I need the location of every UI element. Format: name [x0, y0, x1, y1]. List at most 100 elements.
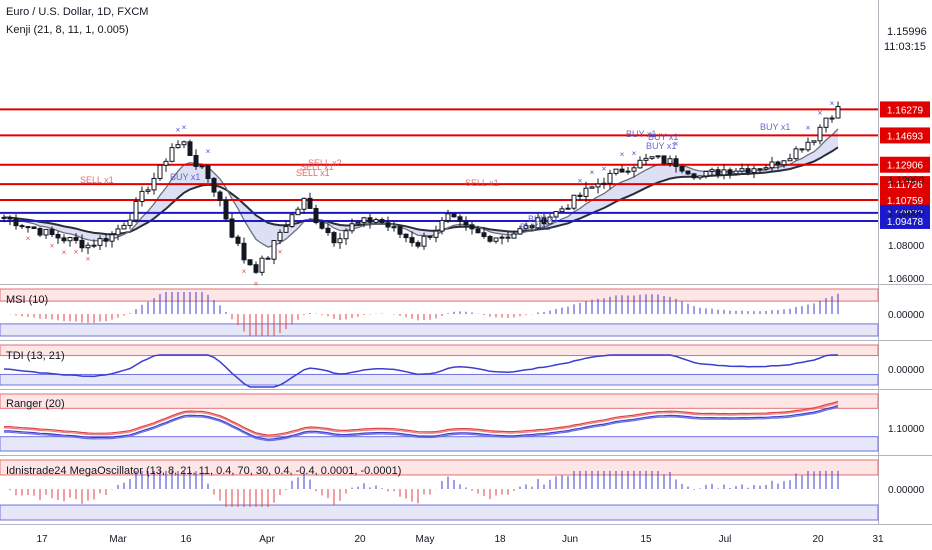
candle-body: [523, 225, 529, 230]
signal-label: BUY x1: [648, 132, 678, 142]
candle-body: [397, 226, 403, 235]
candle-body: [373, 219, 379, 223]
candle-body: [625, 170, 631, 173]
candle-body: [205, 165, 211, 179]
signal-label: BUY x1: [520, 222, 550, 232]
candle-body: [193, 155, 199, 167]
candle-body: [619, 168, 625, 173]
candle-body: [301, 197, 307, 210]
signal-label: BUY x1: [528, 214, 558, 224]
candle-body: [511, 233, 517, 239]
candle-body: [19, 225, 25, 228]
candle-body: [439, 219, 445, 232]
candle-body: [367, 217, 373, 223]
tdi-y-tick: 0.00000: [888, 365, 925, 376]
candle-body: [307, 197, 313, 209]
candle-body: [805, 141, 811, 151]
candle-body: [655, 155, 661, 158]
candle-body: [391, 226, 397, 229]
msi-lower-band: [0, 323, 879, 337]
candle-body: [355, 221, 361, 225]
candle-body: [421, 235, 427, 247]
candle-body: [817, 126, 823, 142]
candle-body: [487, 235, 493, 242]
candle-body: [427, 235, 433, 238]
candle-body: [481, 232, 487, 237]
candle-body: [133, 201, 139, 221]
candle-body: [337, 238, 343, 244]
x-tick-label: 20: [354, 534, 366, 545]
candle-body: [823, 117, 829, 128]
candle-body: [109, 234, 115, 242]
candle-body: [589, 186, 595, 189]
candle-body: [103, 238, 109, 242]
x-tick-label: Jul: [719, 534, 732, 545]
candle-body: [223, 199, 229, 220]
swing-marker: ×: [86, 255, 91, 264]
signal-label: SELL x1: [80, 175, 114, 185]
candle-body: [187, 141, 193, 157]
candle-body: [385, 222, 391, 228]
kenji-band-fill: [4, 128, 838, 248]
swing-marker: ×: [62, 248, 67, 257]
candle-body: [451, 213, 457, 218]
x-tick-label: 31: [872, 534, 884, 545]
candle-body: [7, 216, 13, 220]
ranger-line: [3, 406, 839, 442]
candle-body: [49, 228, 55, 235]
candle-body: [763, 167, 769, 170]
candle-body: [733, 170, 739, 175]
candle-body: [529, 225, 535, 229]
main-y-tick: 1.10000: [888, 208, 925, 219]
x-tick-label: 16: [180, 534, 192, 545]
candle-body: [637, 159, 643, 169]
candle-body: [79, 239, 85, 249]
candle-body: [145, 189, 151, 192]
candle-body: [73, 237, 79, 241]
main-y-tick: 1.12000: [888, 176, 925, 187]
swing-marker: ×: [674, 140, 679, 149]
swing-marker: ×: [206, 147, 211, 156]
candle-body: [37, 228, 43, 236]
candle-body: [745, 168, 751, 173]
ranger-line: [3, 400, 839, 436]
candle-body: [403, 233, 409, 239]
swing-marker: ×: [26, 234, 31, 243]
candle-body: [31, 226, 37, 230]
candle-body: [667, 158, 673, 164]
candle-body: [469, 224, 475, 230]
candle-body: [43, 228, 49, 236]
candle-body: [769, 161, 775, 169]
candle-body: [709, 169, 715, 172]
candle-body: [55, 233, 61, 239]
signal-label: BUY x1: [170, 172, 200, 182]
ranger-lower-band: [0, 436, 879, 452]
price-level-tag: [880, 156, 930, 173]
candle-body: [607, 172, 613, 184]
tdi-upper-band: [0, 344, 879, 357]
ranger-y-tick: 1.10000: [888, 424, 925, 435]
candle-body: [595, 183, 601, 188]
candle-body: [559, 208, 565, 213]
candle-body: [235, 236, 241, 244]
candle-body: [361, 217, 367, 223]
mega-y-tick: 0.00000: [888, 485, 925, 496]
swing-marker: ×: [806, 123, 811, 132]
swing-marker: ×: [620, 150, 625, 159]
candle-body: [199, 165, 205, 168]
candle-body: [67, 237, 73, 242]
candle-body: [169, 147, 175, 162]
x-tick-label: Mar: [109, 534, 127, 545]
swing-marker: ×: [602, 164, 607, 173]
swing-marker: ×: [818, 108, 823, 117]
candle-body: [253, 264, 259, 273]
main-y-tick: 1.08000: [888, 241, 925, 252]
candle-body: [535, 217, 541, 229]
candle-body: [463, 220, 469, 226]
candle-body: [313, 207, 319, 224]
candle-body: [565, 207, 571, 210]
candle-body: [433, 230, 439, 238]
signal-label: BUY x1: [646, 141, 676, 151]
candle-body: [781, 160, 787, 166]
